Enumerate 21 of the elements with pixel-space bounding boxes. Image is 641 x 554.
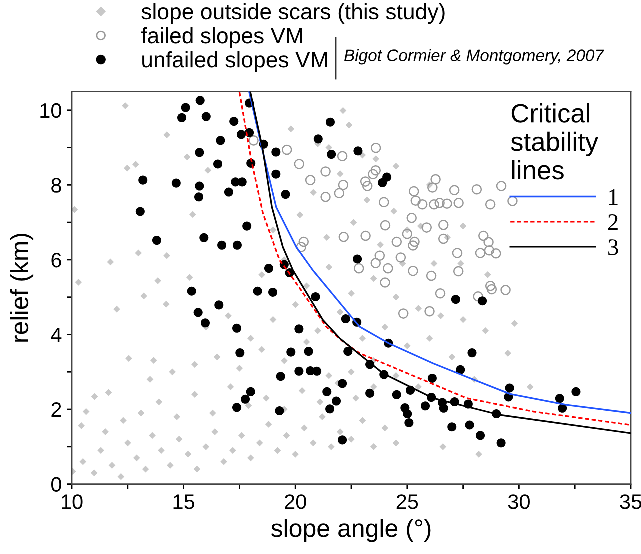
legend-label: failed slopes VM xyxy=(141,27,302,48)
y-tick-label: 2 xyxy=(52,402,62,418)
x-axis-title: slope angle (°) xyxy=(271,519,431,542)
x-tick-label: 20 xyxy=(285,494,306,510)
x-tick-label: 15 xyxy=(174,494,195,510)
legend-label: slope outside scars (this study) xyxy=(142,3,445,24)
y-tick-label: 0 xyxy=(52,477,62,492)
text: Bigot Cormier & Montgomery, 2007 xyxy=(344,49,605,65)
legend-label: unfailed slopes VM xyxy=(142,51,328,72)
x-tick-label: 10 xyxy=(62,494,83,510)
y-tick-label: 6 xyxy=(52,252,62,268)
y-tick-label: 4 xyxy=(51,328,62,342)
legend-label: 3 xyxy=(608,240,618,256)
x-tick-label: 25 xyxy=(396,494,418,510)
y-tick-label: 8 xyxy=(52,178,62,193)
y-axis-title: relief (km) xyxy=(10,234,34,342)
legend-title: Critical stability lines xyxy=(511,104,599,180)
legend-label: 2 xyxy=(608,214,618,230)
legend-label: 1 xyxy=(609,189,618,206)
x-tick-label: 30 xyxy=(508,494,530,510)
y-tick-label: 10 xyxy=(40,103,62,118)
